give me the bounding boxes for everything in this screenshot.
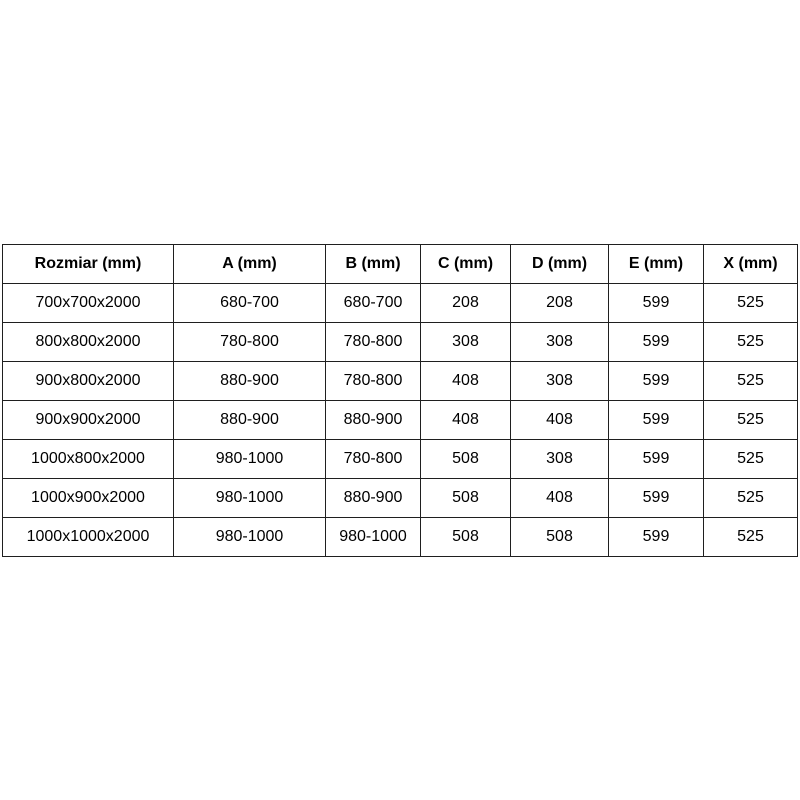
header-cell-b: B (mm): [325, 244, 421, 284]
table-cell-rozmiar: 1000x1000x2000: [2, 517, 174, 557]
table-cell-rozmiar: 700x700x2000: [2, 283, 174, 323]
table-cell-a: 980-1000: [173, 517, 326, 557]
table-row: 700x700x2000 680-700 680-700 208 208 599…: [2, 283, 798, 323]
table-cell-d: 208: [510, 283, 609, 323]
table-cell-b: 780-800: [325, 322, 421, 362]
table-cell-b: 780-800: [325, 361, 421, 401]
header-cell-rozmiar: Rozmiar (mm): [2, 244, 174, 284]
table-row: 1000x800x2000 980-1000 780-800 508 308 5…: [2, 439, 798, 479]
table-cell-b: 880-900: [325, 478, 421, 518]
header-cell-e: E (mm): [608, 244, 704, 284]
table-cell-x: 525: [703, 400, 798, 440]
table-cell-rozmiar: 800x800x2000: [2, 322, 174, 362]
table-row: 1000x900x2000 980-1000 880-900 508 408 5…: [2, 478, 798, 518]
table-cell-d: 408: [510, 400, 609, 440]
table-cell-rozmiar: 1000x900x2000: [2, 478, 174, 518]
table-cell-d: 408: [510, 478, 609, 518]
table-cell-a: 980-1000: [173, 478, 326, 518]
table-cell-b: 980-1000: [325, 517, 421, 557]
table-cell-d: 308: [510, 439, 609, 479]
table-cell-x: 525: [703, 517, 798, 557]
table-cell-c: 508: [420, 517, 511, 557]
table-cell-c: 308: [420, 322, 511, 362]
table-cell-x: 525: [703, 478, 798, 518]
table-cell-e: 599: [608, 283, 704, 323]
table-cell-e: 599: [608, 322, 704, 362]
table-cell-d: 508: [510, 517, 609, 557]
table-cell-b: 680-700: [325, 283, 421, 323]
table-cell-c: 508: [420, 439, 511, 479]
table-cell-d: 308: [510, 322, 609, 362]
header-cell-a: A (mm): [173, 244, 326, 284]
table-cell-e: 599: [608, 400, 704, 440]
table-cell-x: 525: [703, 439, 798, 479]
table-cell-e: 599: [608, 361, 704, 401]
table-row: 900x900x2000 880-900 880-900 408 408 599…: [2, 400, 798, 440]
table-cell-rozmiar: 900x800x2000: [2, 361, 174, 401]
table-cell-e: 599: [608, 517, 704, 557]
table-row: 900x800x2000 880-900 780-800 408 308 599…: [2, 361, 798, 401]
table-cell-c: 508: [420, 478, 511, 518]
header-cell-c: C (mm): [420, 244, 511, 284]
header-cell-d: D (mm): [510, 244, 609, 284]
table-cell-c: 408: [420, 400, 511, 440]
table-cell-a: 980-1000: [173, 439, 326, 479]
table-cell-a: 780-800: [173, 322, 326, 362]
table-cell-b: 880-900: [325, 400, 421, 440]
header-cell-x: X (mm): [703, 244, 798, 284]
table-cell-c: 408: [420, 361, 511, 401]
table-cell-b: 780-800: [325, 439, 421, 479]
table-cell-a: 680-700: [173, 283, 326, 323]
table-cell-e: 599: [608, 478, 704, 518]
table-cell-x: 525: [703, 361, 798, 401]
table-cell-rozmiar: 900x900x2000: [2, 400, 174, 440]
table-cell-e: 599: [608, 439, 704, 479]
table-cell-a: 880-900: [173, 400, 326, 440]
table-cell-d: 308: [510, 361, 609, 401]
table-cell-c: 208: [420, 283, 511, 323]
size-dimensions-table: Rozmiar (mm) A (mm) B (mm) C (mm) D (mm)…: [2, 244, 798, 557]
table-row: 1000x1000x2000 980-1000 980-1000 508 508…: [2, 517, 798, 557]
table-cell-x: 525: [703, 322, 798, 362]
table-cell-a: 880-900: [173, 361, 326, 401]
table-header-row: Rozmiar (mm) A (mm) B (mm) C (mm) D (mm)…: [2, 244, 798, 284]
table-cell-rozmiar: 1000x800x2000: [2, 439, 174, 479]
table-cell-x: 525: [703, 283, 798, 323]
table-row: 800x800x2000 780-800 780-800 308 308 599…: [2, 322, 798, 362]
